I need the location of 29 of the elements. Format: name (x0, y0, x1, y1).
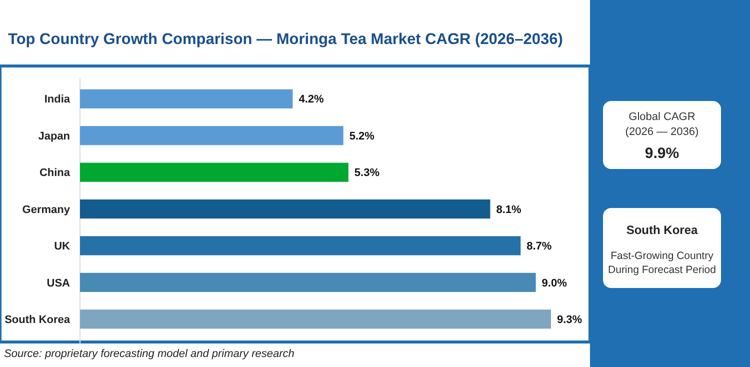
data-label: 4.2% (298, 94, 324, 106)
data-label: 9.0% (542, 277, 568, 290)
source-note: Source: proprietary forecasting model and primary research (4, 348, 294, 360)
y-tick-label: USA (46, 277, 70, 290)
y-tick-label: UK (54, 240, 70, 253)
data-label: 8.7% (526, 240, 552, 253)
bar (80, 162, 348, 182)
bar (80, 199, 490, 219)
bar (80, 236, 521, 256)
text: 9.9% (644, 145, 680, 162)
bar (80, 126, 344, 146)
text: Global CAGR (628, 111, 696, 123)
y-tick-label: China (39, 167, 71, 180)
bar (80, 272, 536, 292)
data-label: 5.3% (354, 167, 380, 180)
y-tick-label: Germany (22, 204, 71, 216)
y-tick-label: India (44, 94, 71, 106)
y-tick-label: South Korea (4, 314, 71, 326)
text: Fast-Growing Country (610, 250, 714, 262)
data-label: 9.3% (557, 314, 582, 326)
bar (80, 89, 293, 108)
text: South Korea (626, 223, 698, 237)
chart-title: Top Country Growth Comparison — Moringa Tea Market CAGR (2026–2036) (8, 31, 563, 48)
y-tick-label: Japan (38, 130, 70, 142)
data-label: 8.1% (496, 204, 522, 216)
text: During Forecast Period (608, 264, 716, 276)
bar (80, 310, 551, 329)
text: (2026 — 2036) (625, 126, 699, 138)
data-label: 5.2% (349, 130, 375, 142)
